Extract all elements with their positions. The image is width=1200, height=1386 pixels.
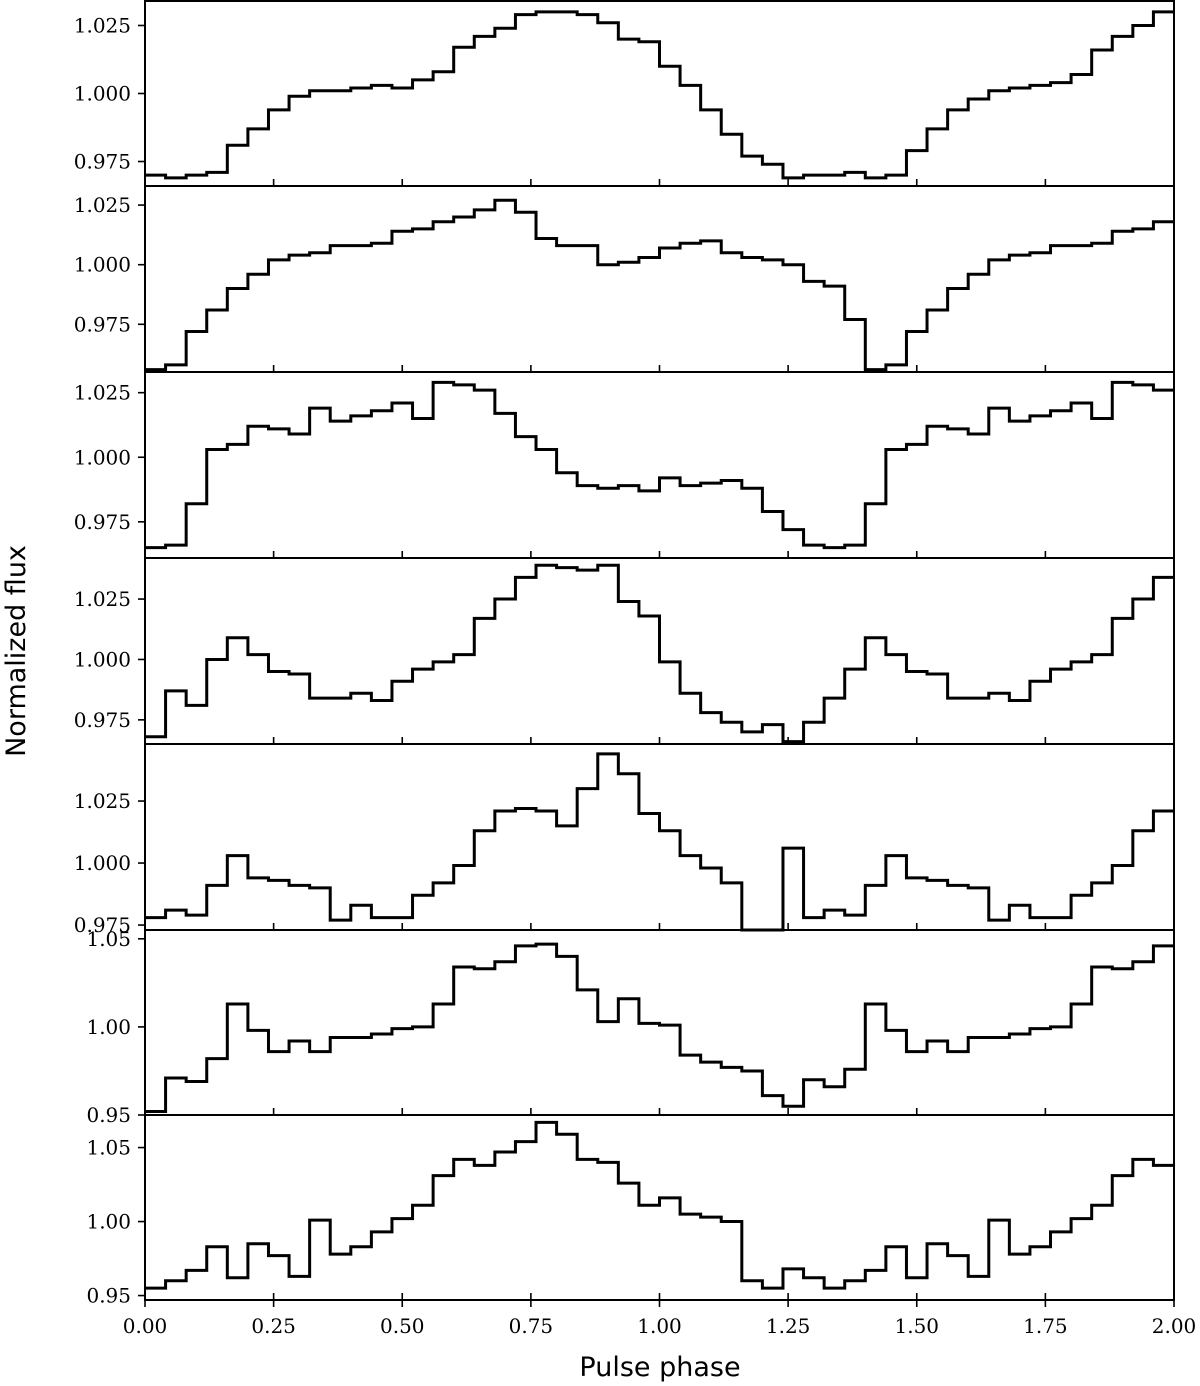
panel-5: 0.975 1.000 1.025 <box>74 743 1175 937</box>
x-tick-label: 1.25 <box>766 1314 811 1338</box>
panel-2-flux-curve <box>145 198 1174 372</box>
panel-6-y-tick-label: 0.95 <box>86 1103 131 1127</box>
panel-3-y-tick-label: 1.000 <box>74 445 131 469</box>
panel-7-y-tick-label: 1.05 <box>86 1136 131 1160</box>
panel-6-y-tick-label: 1.05 <box>86 927 131 951</box>
x-tick-label: 1.75 <box>1023 1314 1068 1338</box>
panel-7-y-tick-label: 0.95 <box>86 1284 131 1308</box>
x-tick-label: 0.75 <box>509 1314 554 1338</box>
panels-group: 0.9751.0001.0250.9751.0001.0250.9751.000… <box>74 0 1175 1308</box>
x-tick-label: 0.00 <box>123 1314 168 1338</box>
panel-4: 0.975 1.000 1.025 <box>74 557 1175 745</box>
panel-2-y-tick-label: 0.975 <box>74 312 131 336</box>
panel-6-y-tick-label: 1.00 <box>86 1015 131 1039</box>
panel-1-y-tick-label: 1.025 <box>74 13 131 37</box>
panel-5-y-tick-label: 1.000 <box>74 851 131 875</box>
x-axis: 0.00 0.25 0.50 0.75 1.00 1.25 1.50 1.75 2.00 <box>123 1300 1197 1338</box>
panel-6: 0.95 1.00 1.05 <box>86 927 1175 1127</box>
panel-4-y-tick-label: 1.000 <box>74 647 131 671</box>
panel-1-y-tick-label: 1.000 <box>74 82 131 106</box>
panel-2-y-tick-label: 1.025 <box>74 193 131 217</box>
y-axis-label: Normalized flux <box>1 545 32 757</box>
panel-1-flux-curve <box>145 10 1174 180</box>
panel-4-y-tick-label: 1.025 <box>74 587 131 611</box>
x-tick-label: 0.25 <box>251 1314 296 1338</box>
panel-7-flux-curve <box>145 1120 1174 1290</box>
panel-7: 0.95 1.00 1.05 <box>86 1114 1175 1308</box>
panel-4-y-tick-label: 0.975 <box>74 708 131 732</box>
x-tick-label: 1.00 <box>637 1314 682 1338</box>
panel-7-frame <box>144 1114 1175 1301</box>
panel-1-frame <box>144 0 1175 187</box>
panel-5-y-tick-label: 1.025 <box>74 789 131 813</box>
panel-1: 0.975 1.000 1.025 <box>74 0 1175 187</box>
panel-4-flux-curve <box>145 563 1174 744</box>
panel-6-flux-curve <box>145 942 1174 1113</box>
x-tick-label: 1.50 <box>894 1314 939 1338</box>
panel-3-y-tick-label: 0.975 <box>74 510 131 534</box>
panel-3-frame <box>144 371 1175 559</box>
panel-2-y-tick-label: 1.000 <box>74 253 131 277</box>
x-tick-label: 2.00 <box>1152 1314 1197 1338</box>
panel-1-y-tick-label: 0.975 <box>74 150 131 174</box>
x-tick-label: 0.50 <box>380 1314 425 1338</box>
panel-3: 0.975 1.000 1.025 <box>74 371 1175 559</box>
x-axis-label: Pulse phase <box>579 1352 740 1383</box>
panel-3-flux-curve <box>145 380 1174 550</box>
panel-2-frame <box>144 185 1175 373</box>
panel-5-y-tick-label: 0.975 <box>74 913 131 937</box>
panel-5-flux-curve <box>145 752 1174 932</box>
panel-5-frame <box>144 743 1175 931</box>
panel-2: 0.975 1.000 1.025 <box>74 185 1175 373</box>
panel-7-y-tick-label: 1.00 <box>86 1210 131 1234</box>
panel-3-y-tick-label: 1.025 <box>74 381 131 405</box>
